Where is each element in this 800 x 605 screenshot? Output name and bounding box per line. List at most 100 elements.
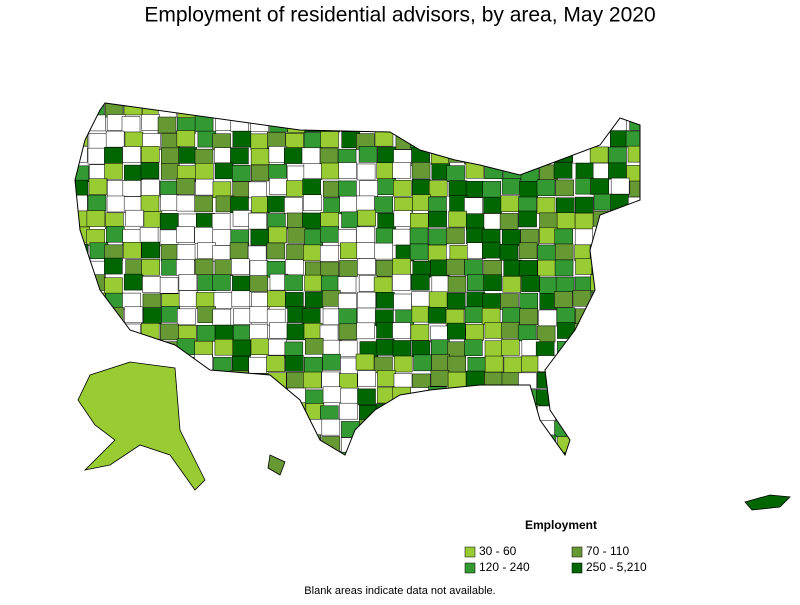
area [572,115,591,133]
area [196,213,215,230]
area [231,290,251,308]
area [356,226,375,244]
area [519,149,538,166]
area [411,305,431,323]
area [589,338,609,355]
area [499,213,519,230]
area [502,452,521,455]
area [501,372,521,389]
area [608,162,627,180]
area [269,178,288,195]
area [251,196,270,213]
area [341,421,360,438]
area [321,162,340,180]
area [339,373,358,390]
area [556,307,576,324]
area [519,292,538,310]
area [393,355,413,373]
area [302,212,321,230]
area [465,162,485,179]
area [554,420,573,438]
area [431,103,450,118]
area [610,356,629,373]
area [428,244,447,262]
area [411,291,430,308]
area [322,353,341,371]
area [409,243,429,261]
area [320,226,339,243]
area [87,194,107,212]
area [322,386,342,404]
area [610,261,630,278]
area [75,257,89,275]
area [467,274,486,291]
area [501,321,520,339]
area [248,181,267,199]
area [304,337,324,355]
area [103,340,123,358]
area [143,307,162,324]
area [536,197,556,214]
area [75,308,89,326]
area [572,132,592,149]
area [304,291,324,309]
area [214,338,234,356]
area [233,402,252,419]
area [517,324,537,342]
area [212,245,231,262]
area [143,451,163,455]
legend-label: 70 - 110 [586,544,629,558]
area [501,387,521,404]
area [355,353,375,371]
area [625,130,640,148]
area [591,293,610,310]
area [357,291,376,309]
area [125,451,144,455]
area [448,146,467,163]
area [232,210,252,227]
area [322,339,342,357]
area [341,437,360,454]
area [610,130,629,147]
area [157,116,177,134]
area [301,308,321,325]
area [628,243,640,260]
area [392,258,411,275]
area [124,164,143,182]
area [284,452,304,455]
area [610,243,629,260]
area [122,180,142,197]
area [179,403,198,420]
area [359,115,378,133]
area [628,196,640,214]
area [627,145,640,163]
area [214,324,234,342]
area [75,337,87,355]
area [139,227,159,244]
area [448,180,468,198]
area [176,244,196,261]
area [431,339,450,356]
area [430,148,450,165]
area [141,114,160,131]
area [591,261,611,279]
area [178,290,198,307]
area [287,420,306,437]
area [447,276,467,293]
area [393,293,412,311]
area [482,452,502,455]
area [75,436,89,454]
area [196,324,216,342]
area [537,103,557,115]
footnote: Blank areas indicate data not available. [304,585,495,597]
area [194,227,214,244]
alaska [77,361,206,491]
area [142,276,161,293]
area [232,130,252,148]
area [557,386,576,403]
area [321,418,341,436]
area [447,355,467,373]
area [123,273,143,291]
area [247,421,267,438]
